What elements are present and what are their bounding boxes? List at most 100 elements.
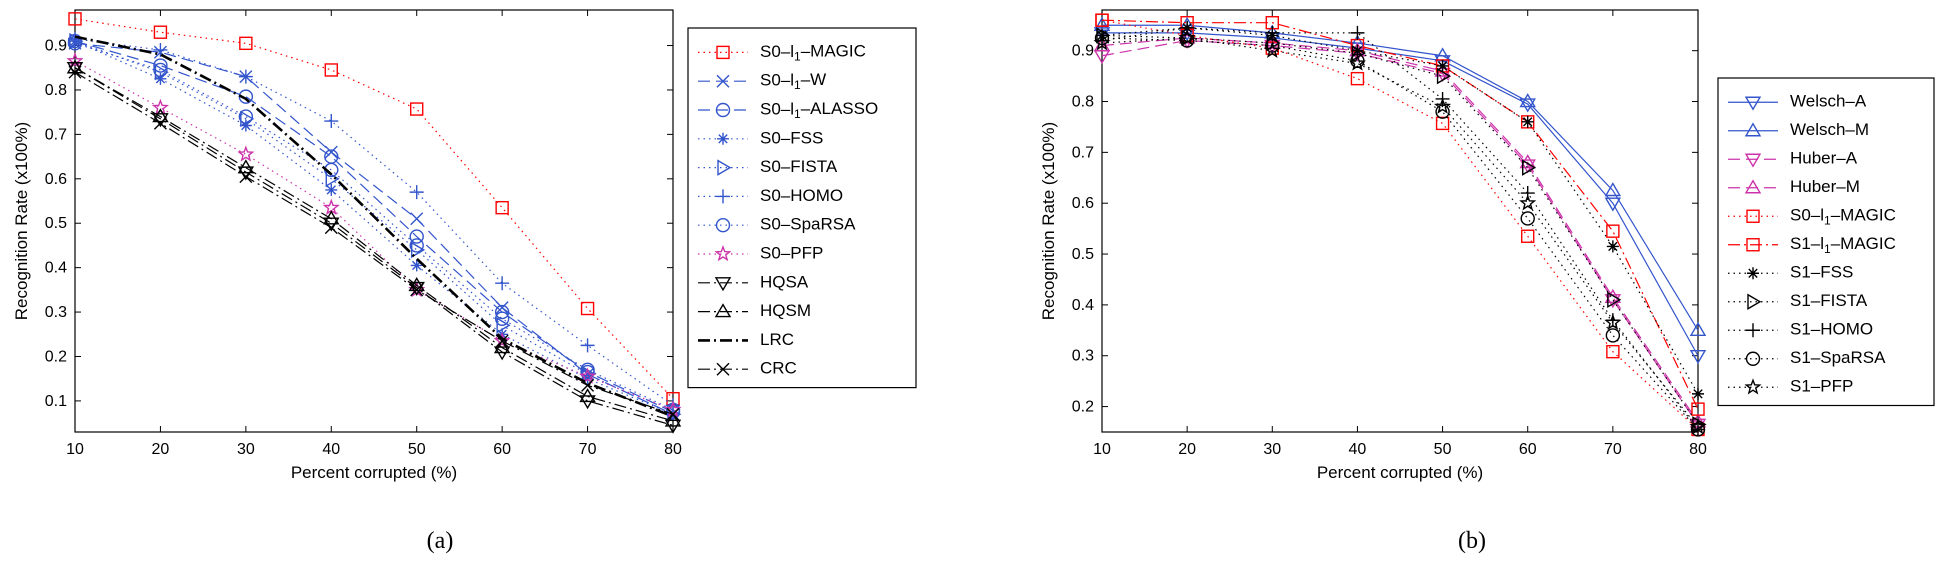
legend-label: HQSM [760,301,811,320]
x-tick-label: 50 [1434,441,1452,458]
y-tick-label: 0.6 [45,171,67,188]
chart-a: 10 20 30 40 50 60 70 80 0.1 0.2 0.3 0.4 0.5 0.6 0.7 0.8… [12,9,917,554]
legend-swatch-marker [714,277,732,292]
legend-swatch-marker [1746,209,1760,223]
legend-label-rest: –ALASSO [801,99,879,118]
data-point [1435,104,1450,119]
data-point [1520,211,1535,226]
data-point [1350,25,1365,40]
series-s1-pfp [1093,28,1707,435]
data-point [1604,313,1622,330]
data-point [1604,182,1622,197]
data-point [1351,44,1366,62]
series-line [74,67,674,422]
data-point [1095,13,1109,27]
series-line [74,40,674,413]
data-point [1436,67,1451,85]
data-point [1604,294,1622,309]
data-point [495,334,509,348]
y-tick-label: 0.2 [45,348,67,365]
legend-label: S0–SpaRSA [760,215,856,234]
data-point [408,281,425,297]
data-point [410,212,424,226]
data-point [325,170,340,188]
legend-swatch-marker [716,362,730,376]
x-tick-label: 20 [1178,441,1196,458]
legend-label: S1–FSS [1790,263,1853,282]
legend-label: S0–FSS [760,128,823,147]
legend-swatch-marker [714,245,732,262]
series-line [1101,34,1699,425]
data-point [495,301,509,315]
chart-caption: (a) [427,528,454,554]
legend-subscript: 1 [1824,242,1831,256]
legend-swatch-marker [715,217,731,233]
data-point [324,145,338,159]
data-point [239,36,253,51]
data-point [1604,288,1622,303]
data-point [1521,115,1534,128]
x-tick-label: 60 [1519,441,1537,458]
data-point [580,338,595,353]
legend-label: S1–FISTA [1790,291,1868,310]
y-tick-label: 0.4 [1072,297,1094,314]
series-line [74,35,674,418]
legend-swatch-marker [715,102,731,118]
data-point [1604,197,1622,212]
y-tick-label: 0.5 [45,215,67,232]
plot-area [1101,9,1699,433]
data-point [1178,29,1196,44]
data-point [1692,387,1704,400]
legend-swatch-marker [714,303,732,318]
legend-label: S1–HOMO [1790,320,1873,339]
y-tick-label: 0.1 [45,393,67,410]
data-point [153,116,167,130]
data-point [1351,44,1364,57]
data-point [324,114,339,129]
legend-swatch-marker [1747,293,1762,310]
series-lrc [74,35,674,418]
data-point [579,367,597,384]
data-point [409,238,424,253]
legend-swatch-marker [1746,323,1760,338]
series-line [74,71,674,415]
y-tick-label: 0.9 [45,38,67,55]
data-point [494,304,510,320]
data-point [581,378,595,392]
series-line [1101,19,1699,410]
legend-label: S1–l1–MAGIC [1790,234,1896,256]
data-point [493,339,511,354]
x-tick-label: 60 [493,441,511,458]
x-tick-label: 20 [152,441,170,458]
data-point [1350,71,1365,86]
data-point [1519,93,1536,108]
legend-label: S0–PFP [760,243,823,262]
y-tick-label: 0.3 [45,304,67,321]
legend-label: S0–l1–W [760,71,826,93]
data-point [153,62,168,78]
x-axis-label: Percent corrupted (%) [1317,463,1483,482]
y-tick-label: 0.4 [45,260,67,277]
data-point [1607,291,1622,309]
legend-label: Welsch–A [1790,92,1867,111]
data-point [240,110,255,128]
data-point [1689,417,1707,435]
x-axis-label: Percent corrupted (%) [291,463,457,482]
series-line [1101,37,1699,430]
legend-swatch-marker [1744,96,1762,111]
chart-caption: (b) [1458,528,1486,554]
data-point [153,58,168,73]
legend-label: LRC [760,330,794,349]
legend-label: S0–l1–ALASSO [760,99,878,121]
data-point [68,12,82,26]
data-point [1521,229,1535,243]
data-point [1690,422,1706,437]
data-point [324,221,338,235]
data-point [409,185,424,200]
x-tick-label: 70 [579,441,597,458]
series-line [74,67,674,426]
data-point [153,25,168,39]
series-s0-l1-magic [68,12,680,406]
x-tick-label: 40 [322,441,340,458]
data-point [154,63,169,81]
